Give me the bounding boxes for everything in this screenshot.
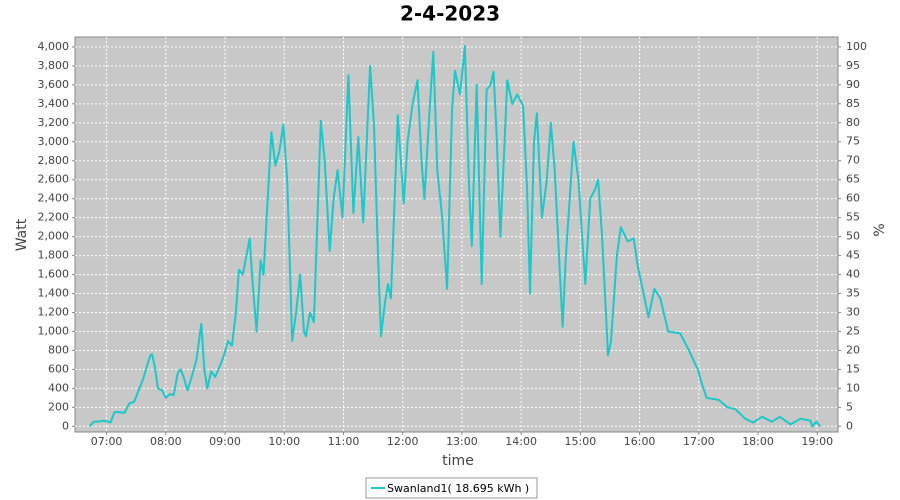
y2-tick-label: 40 [846,268,860,281]
y-tick-label: 1,000 [38,324,70,337]
y2-tick-label: 15 [846,362,860,375]
chart-title: 2-4-2023 [400,2,500,26]
series-line [89,45,821,428]
legend [365,477,538,499]
y2-tick-label: 30 [846,305,860,318]
y2-tick-label: 80 [846,116,860,129]
x-tick-label: 15:00 [565,435,597,448]
y-axis-label: Watt [14,218,30,251]
y-tick-label: 2,000 [38,230,70,243]
x-tick-label: 11:00 [328,435,360,448]
y2-tick-label: 0 [846,419,853,432]
x-tick-label: 19:00 [801,435,833,448]
y2-tick-label: 35 [846,287,860,300]
y2-tick-label: 100 [846,40,867,53]
y-tick-label: 2,800 [38,154,70,167]
x-axis-label: time [442,453,474,469]
y-tick-label: 3,000 [38,135,70,148]
y-tick-label: 800 [48,343,69,356]
y2-tick-label: 10 [846,381,860,394]
y-tick-label: 3,200 [38,116,70,129]
y2-tick-label: 75 [846,135,860,148]
x-tick-label: 18:00 [742,435,774,448]
y-tick-label: 1,200 [38,306,70,319]
y-tick-label: 2,200 [38,211,70,224]
x-tick-label: 13:00 [446,435,478,448]
y-tick-label: 1,400 [38,287,70,300]
y2-tick-label: 65 [846,173,860,186]
x-tick-label: 10:00 [268,435,300,448]
y2-tick-label: 95 [846,59,860,72]
y2-tick-label: 55 [846,211,860,224]
y2-tick-label: 5 [846,400,853,413]
y2-tick-label: 20 [846,343,860,356]
legend-label: Swanland1( 18.695 kWh ) [387,482,529,495]
y-tick-label: 2,400 [38,192,70,205]
y2-axis-label: % [872,223,888,236]
y2-tick-label: 50 [846,230,860,243]
x-tick-label: 07:00 [91,435,123,448]
x-tick-label: 17:00 [683,435,715,448]
y-tick-label: 3,800 [38,59,70,72]
y2-tick-label: 70 [846,154,860,167]
y2-tick-label: 25 [846,324,860,337]
y2-tick-label: 90 [846,78,860,91]
plot-area [74,36,839,433]
y-tick-label: 1,800 [38,249,70,262]
y-tick-label: 200 [48,400,69,413]
y-tick-label: 0 [62,419,69,432]
y2-tick-label: 45 [846,249,860,262]
y2-tick-label: 85 [846,97,860,110]
y-tick-label: 4,000 [38,40,70,53]
y-tick-label: 1,600 [38,268,70,281]
y-tick-label: 2,600 [38,173,70,186]
x-tick-label: 14:00 [505,435,537,448]
x-tick-label: 08:00 [150,435,182,448]
y2-tick-label: 60 [846,192,860,205]
x-tick-label: 16:00 [624,435,656,448]
x-tick-label: 12:00 [387,435,419,448]
y-tick-label: 600 [48,362,69,375]
x-tick-label: 09:00 [209,435,241,448]
y-tick-label: 3,600 [38,78,70,91]
y-tick-label: 3,400 [38,97,70,110]
y-tick-label: 400 [48,381,69,394]
